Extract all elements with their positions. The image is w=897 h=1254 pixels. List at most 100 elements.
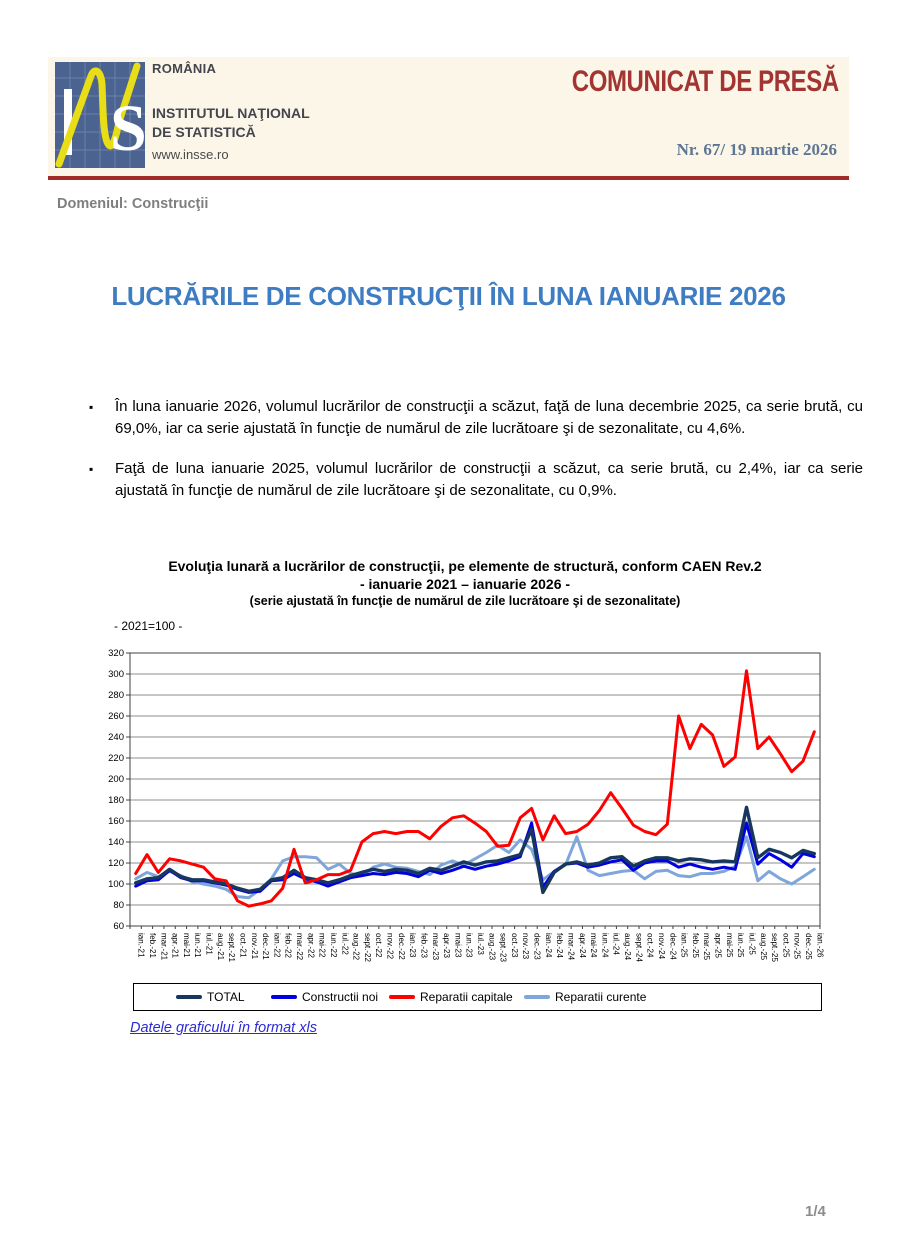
legend-label: Constructii noi xyxy=(302,990,379,1004)
svg-text:mar.-22: mar.-22 xyxy=(295,933,304,961)
svg-text:nov.-25: nov.-25 xyxy=(793,933,802,960)
svg-text:sept.-21: sept.-21 xyxy=(227,933,236,962)
legend-label: TOTAL xyxy=(207,990,245,1004)
svg-text:feb.-25: feb.-25 xyxy=(691,933,700,958)
svg-text:180: 180 xyxy=(108,795,124,806)
institute-line2: DE STATISTICĂ xyxy=(152,124,256,140)
svg-text:280: 280 xyxy=(108,690,124,701)
svg-text:sept.-23: sept.-23 xyxy=(499,933,508,962)
svg-text:260: 260 xyxy=(108,711,124,722)
website-label: www.insse.ro xyxy=(152,147,229,162)
page-title: LUCRĂRILE DE CONSTRUCŢII ÎN LUNA IANUARI… xyxy=(111,281,786,311)
chart-legend: TOTAL Constructii noi Reparatii capitale Re… xyxy=(133,983,822,1011)
svg-text:200: 200 xyxy=(108,774,124,785)
series-line-reparatii-capitale xyxy=(134,669,816,908)
legend-item-reparatii-curente: Reparatii curente xyxy=(524,984,646,1010)
svg-text:dec.-24: dec.-24 xyxy=(668,933,677,960)
svg-text:sept.-24: sept.-24 xyxy=(634,933,643,962)
chart-title: Evoluţia lunară a lucrărilor de construc… xyxy=(168,558,762,574)
logo-yellow-curve xyxy=(55,62,141,168)
svg-text:80: 80 xyxy=(113,900,124,911)
legend-swatch xyxy=(389,995,415,999)
institute-name: INSTITUTUL NAŢIONAL DE STATISTICĂ xyxy=(152,104,310,142)
series-line-total xyxy=(134,805,816,895)
svg-text:iul.-25: iul.-25 xyxy=(747,933,756,955)
logo-letter-i xyxy=(64,89,72,155)
svg-text:dec.-22: dec.-22 xyxy=(397,933,406,960)
svg-text:apr.-22: apr.-22 xyxy=(306,933,315,958)
svg-text:240: 240 xyxy=(108,732,124,743)
header-rule xyxy=(48,176,849,180)
xls-link[interactable]: Datele graficului în format xls xyxy=(130,1020,317,1036)
svg-text:mai-23: mai-23 xyxy=(453,933,462,958)
svg-text:feb.-24: feb.-24 xyxy=(555,933,564,958)
svg-text:oct.-21: oct.-21 xyxy=(238,933,247,958)
x-axis-labels: ian.-21 feb.-21 mar.-21 apr.-21 mai-21 iun.-2… xyxy=(129,926,824,962)
bullet-item: Faţă de luna ianuarie 2025, volumul lucr… xyxy=(89,458,863,502)
index-note: - 2021=100 - xyxy=(114,619,183,633)
svg-text:mar.-25: mar.-25 xyxy=(702,933,711,961)
svg-text:aug.-25: aug.-25 xyxy=(759,933,768,961)
header-band: S ROMÂNIA INSTITUTUL NAŢIONAL DE STATIST… xyxy=(48,57,849,176)
svg-text:160: 160 xyxy=(108,816,124,827)
svg-text:100: 100 xyxy=(108,879,124,890)
svg-text:140: 140 xyxy=(108,837,124,848)
svg-text:mar.-24: mar.-24 xyxy=(566,933,575,961)
svg-text:apr.-25: apr.-25 xyxy=(714,933,723,958)
country-label: ROMÂNIA xyxy=(152,61,217,76)
svg-text:iun.-25: iun.-25 xyxy=(736,933,745,958)
svg-text:nov.-23: nov.-23 xyxy=(521,933,530,960)
svg-text:sept.-25: sept.-25 xyxy=(770,933,779,962)
svg-text:iul.-24: iul.-24 xyxy=(612,933,621,955)
svg-text:aug.-21: aug.-21 xyxy=(216,933,225,961)
svg-text:dec.-23: dec.-23 xyxy=(533,933,542,960)
svg-text:120: 120 xyxy=(108,858,124,869)
page-number: 1/4 xyxy=(805,1203,826,1220)
plot-border xyxy=(129,652,821,927)
svg-text:oct.-23: oct.-23 xyxy=(510,933,519,958)
svg-text:nov.-24: nov.-24 xyxy=(657,933,666,960)
svg-text:iul.-21: iul.-21 xyxy=(205,933,214,955)
legend-item-constructii-noi: Constructii noi xyxy=(271,984,378,1010)
svg-text:iul.-22: iul.-22 xyxy=(340,933,349,955)
svg-text:mar.-23: mar.-23 xyxy=(431,933,440,961)
svg-text:300: 300 xyxy=(108,669,124,680)
svg-text:ian.-23: ian.-23 xyxy=(408,933,417,958)
legend-item-total: TOTAL xyxy=(176,984,245,1010)
svg-text:aug.-22: aug.-22 xyxy=(352,933,361,961)
bullet-item: În luna ianuarie 2026, volumul lucrărilo… xyxy=(89,396,863,440)
svg-text:mar.-21: mar.-21 xyxy=(159,933,168,961)
svg-text:ian.-26: ian.-26 xyxy=(815,933,824,958)
line-chart: 60 80 100 120 140 160 180 200 220 240 260 280 300 320… xyxy=(108,648,824,962)
svg-text:nov.-22: nov.-22 xyxy=(386,933,395,960)
svg-text:feb.-23: feb.-23 xyxy=(419,933,428,958)
legend-label: Reparatii capitale xyxy=(420,990,513,1004)
svg-text:iun.-24: iun.-24 xyxy=(600,933,609,958)
issue-number: Nr. 67/ 19 martie 2026 xyxy=(676,140,837,159)
svg-text:oct.-24: oct.-24 xyxy=(646,933,655,958)
legend-swatch xyxy=(176,995,202,999)
svg-text:iun.-22: iun.-22 xyxy=(329,933,338,958)
svg-text:aug.-24: aug.-24 xyxy=(623,933,632,961)
chart-area: 60 80 100 120 140 160 180 200 220 240 260 280 300 320… xyxy=(98,645,830,980)
svg-text:dec.-25: dec.-25 xyxy=(804,933,813,960)
svg-text:aug.-23: aug.-23 xyxy=(487,933,496,961)
legend-label: Reparatii curente xyxy=(555,990,647,1004)
svg-text:60: 60 xyxy=(113,921,124,932)
logo-letter-s: S xyxy=(110,92,145,165)
svg-text:feb.-22: feb.-22 xyxy=(284,933,293,958)
svg-text:mai-21: mai-21 xyxy=(182,933,191,958)
svg-text:apr.-24: apr.-24 xyxy=(578,933,587,958)
svg-text:feb.-21: feb.-21 xyxy=(148,933,157,958)
svg-text:oct.-25: oct.-25 xyxy=(781,933,790,958)
legend-swatch xyxy=(271,995,297,999)
svg-text:ian.-22: ian.-22 xyxy=(272,933,281,958)
svg-text:mai-24: mai-24 xyxy=(589,933,598,958)
svg-text:ian.-25: ian.-25 xyxy=(680,933,689,958)
svg-text:oct.-22: oct.-22 xyxy=(374,933,383,958)
legend-item-reparatii-capitale: Reparatii capitale xyxy=(389,984,513,1010)
svg-text:sept.-22: sept.-22 xyxy=(363,933,372,962)
legend-swatch xyxy=(524,995,550,999)
ins-logo: S xyxy=(55,62,145,168)
